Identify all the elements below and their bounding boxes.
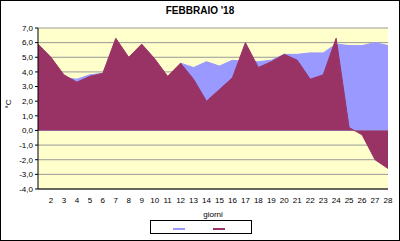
svg-text:18: 18 [254,196,263,205]
svg-text:14: 14 [202,196,211,205]
svg-text:4,0: 4,0 [22,68,34,77]
svg-text:2: 2 [49,196,54,205]
svg-text:10: 10 [150,196,159,205]
svg-text:0,0: 0,0 [22,126,34,135]
svg-text:1,0: 1,0 [22,112,34,121]
svg-text:3,0: 3,0 [22,82,34,91]
svg-text:19: 19 [267,196,276,205]
svg-text:giorni: giorni [203,210,223,219]
html-text:FEBBRAIO '18: FEBBRAIO '18 [165,5,235,16]
svg-text:-3,0: -3,0 [19,170,33,179]
svg-text:8: 8 [127,196,132,205]
svg-text:7: 7 [114,196,119,205]
svg-text:17: 17 [241,196,250,205]
svg-text:28: 28 [384,196,392,205]
svg-text:11: 11 [163,196,172,205]
svg-text:9: 9 [139,196,144,205]
svg-text:12: 12 [176,196,185,205]
svg-text:21: 21 [293,196,302,205]
svg-text:5,0: 5,0 [22,53,34,62]
svg-text:13: 13 [189,196,198,205]
svg-text:27: 27 [371,196,380,205]
svg-text:20: 20 [280,196,289,205]
svg-text:23: 23 [319,196,328,205]
svg-text:25: 25 [345,196,354,205]
svg-text:26: 26 [358,196,367,205]
svg-text:15: 15 [215,196,224,205]
svg-text:5: 5 [88,196,93,205]
svg-text:7,0: 7,0 [22,24,34,33]
svg-text:3: 3 [62,196,67,205]
svg-text:°C: °C [8,99,13,108]
svg-text:4: 4 [75,196,80,205]
svg-text:-2,0: -2,0 [19,156,33,165]
svg-text:16: 16 [228,196,237,205]
svg-text:-1,0: -1,0 [19,141,33,150]
svg-text:6: 6 [101,196,106,205]
svg-text:2,0: 2,0 [22,97,34,106]
svg-text:22: 22 [306,196,315,205]
svg-text:-4,0: -4,0 [19,185,33,194]
svg-text:24: 24 [332,196,341,205]
svg-text:6,0: 6,0 [22,38,34,47]
